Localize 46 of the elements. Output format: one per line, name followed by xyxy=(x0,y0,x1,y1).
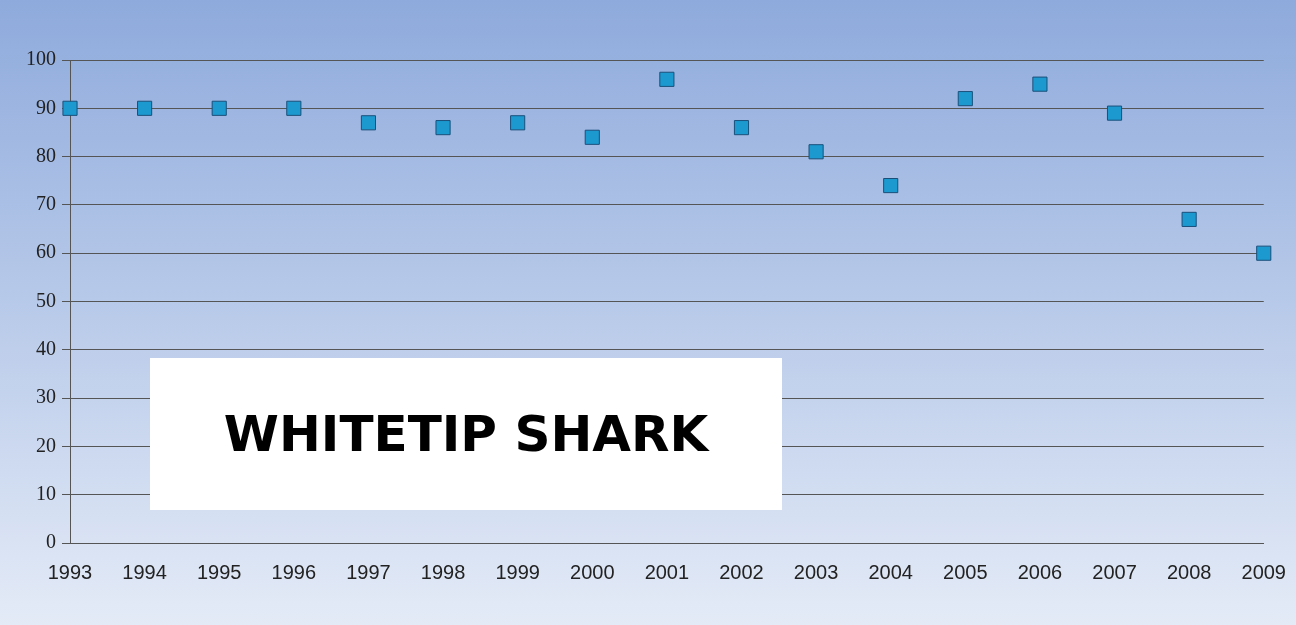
point xyxy=(1032,76,1048,92)
y-tick-label: 20 xyxy=(36,433,56,456)
y-tick-label: 40 xyxy=(36,337,56,360)
y-tick-label: 100 xyxy=(26,47,56,70)
x-tick-label: 2008 xyxy=(1166,560,1212,583)
x-tick-label: 2004 xyxy=(868,560,913,583)
x-tick-label: 2007 xyxy=(1092,560,1137,583)
point xyxy=(1256,245,1272,261)
y-tick-label: 60 xyxy=(36,240,56,263)
y-tick-label: 50 xyxy=(36,288,56,311)
x-tick-label: 2000 xyxy=(570,560,615,583)
point xyxy=(510,115,526,131)
text: WHITETIP SHARK xyxy=(150,358,782,510)
x-tick-label: 1996 xyxy=(271,560,317,583)
x-tick-label: 1999 xyxy=(495,560,540,583)
y-tick-label: 90 xyxy=(36,95,56,118)
point xyxy=(211,100,227,116)
point xyxy=(137,100,153,116)
point xyxy=(883,178,899,194)
x-tick-label: 2009 xyxy=(1241,560,1286,583)
x-tick-label: 1993 xyxy=(47,560,93,583)
x-tick-label: 2005 xyxy=(943,560,988,583)
point xyxy=(62,100,78,116)
y-tick-label: 10 xyxy=(36,481,56,504)
y-tick-label: 30 xyxy=(36,385,56,408)
x-tick-label: 1994 xyxy=(122,560,167,583)
point xyxy=(1106,105,1123,121)
x-tick-label: 1998 xyxy=(420,560,466,583)
x-tick-label: 2001 xyxy=(644,560,690,583)
point xyxy=(1181,211,1197,227)
x-tick-label: 1997 xyxy=(346,560,391,583)
point xyxy=(659,71,675,87)
x-tick-label: 1995 xyxy=(196,560,242,583)
y-tick-label: 70 xyxy=(36,192,56,215)
x-tick-label: 2006 xyxy=(1017,560,1063,583)
point xyxy=(584,129,600,145)
x-tick-label: 2003 xyxy=(793,560,839,583)
point xyxy=(808,144,824,160)
point xyxy=(733,120,750,136)
y-tick-label: 0 xyxy=(46,530,56,553)
point xyxy=(435,120,451,136)
point xyxy=(360,115,377,131)
point xyxy=(286,100,302,116)
y-tick-label: 80 xyxy=(36,143,56,166)
x-tick-label: 2002 xyxy=(719,560,764,583)
point xyxy=(957,91,973,107)
